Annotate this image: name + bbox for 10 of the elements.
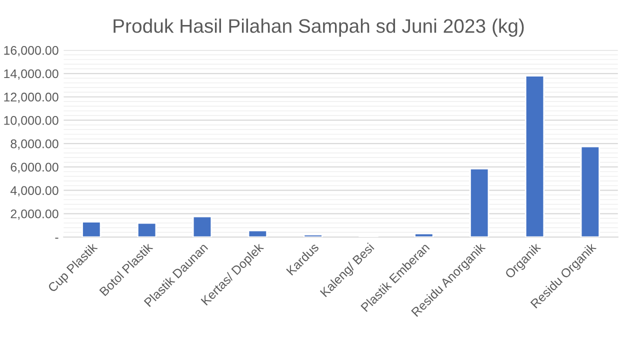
- y-tick-label: 6,000.00: [10, 162, 58, 174]
- y-tick-label: 10,000.00: [4, 116, 58, 126]
- y-tick-label: 12,000.00: [4, 92, 58, 104]
- y-tick-label: 16,000.00: [4, 46, 58, 56]
- y-tick-label: 14,000.00: [4, 69, 58, 80]
- y-tick-label: -: [55, 238, 58, 239]
- chart-title: Produk Hasil Pilahan Sampah sd Juni 2023 (kg): [114, 18, 524, 37]
- y-tick-label: 2,000.00: [10, 209, 58, 220]
- y-tick-label: 8,000.00: [10, 139, 58, 150]
- y-tick-label: 4,000.00: [10, 186, 58, 196]
